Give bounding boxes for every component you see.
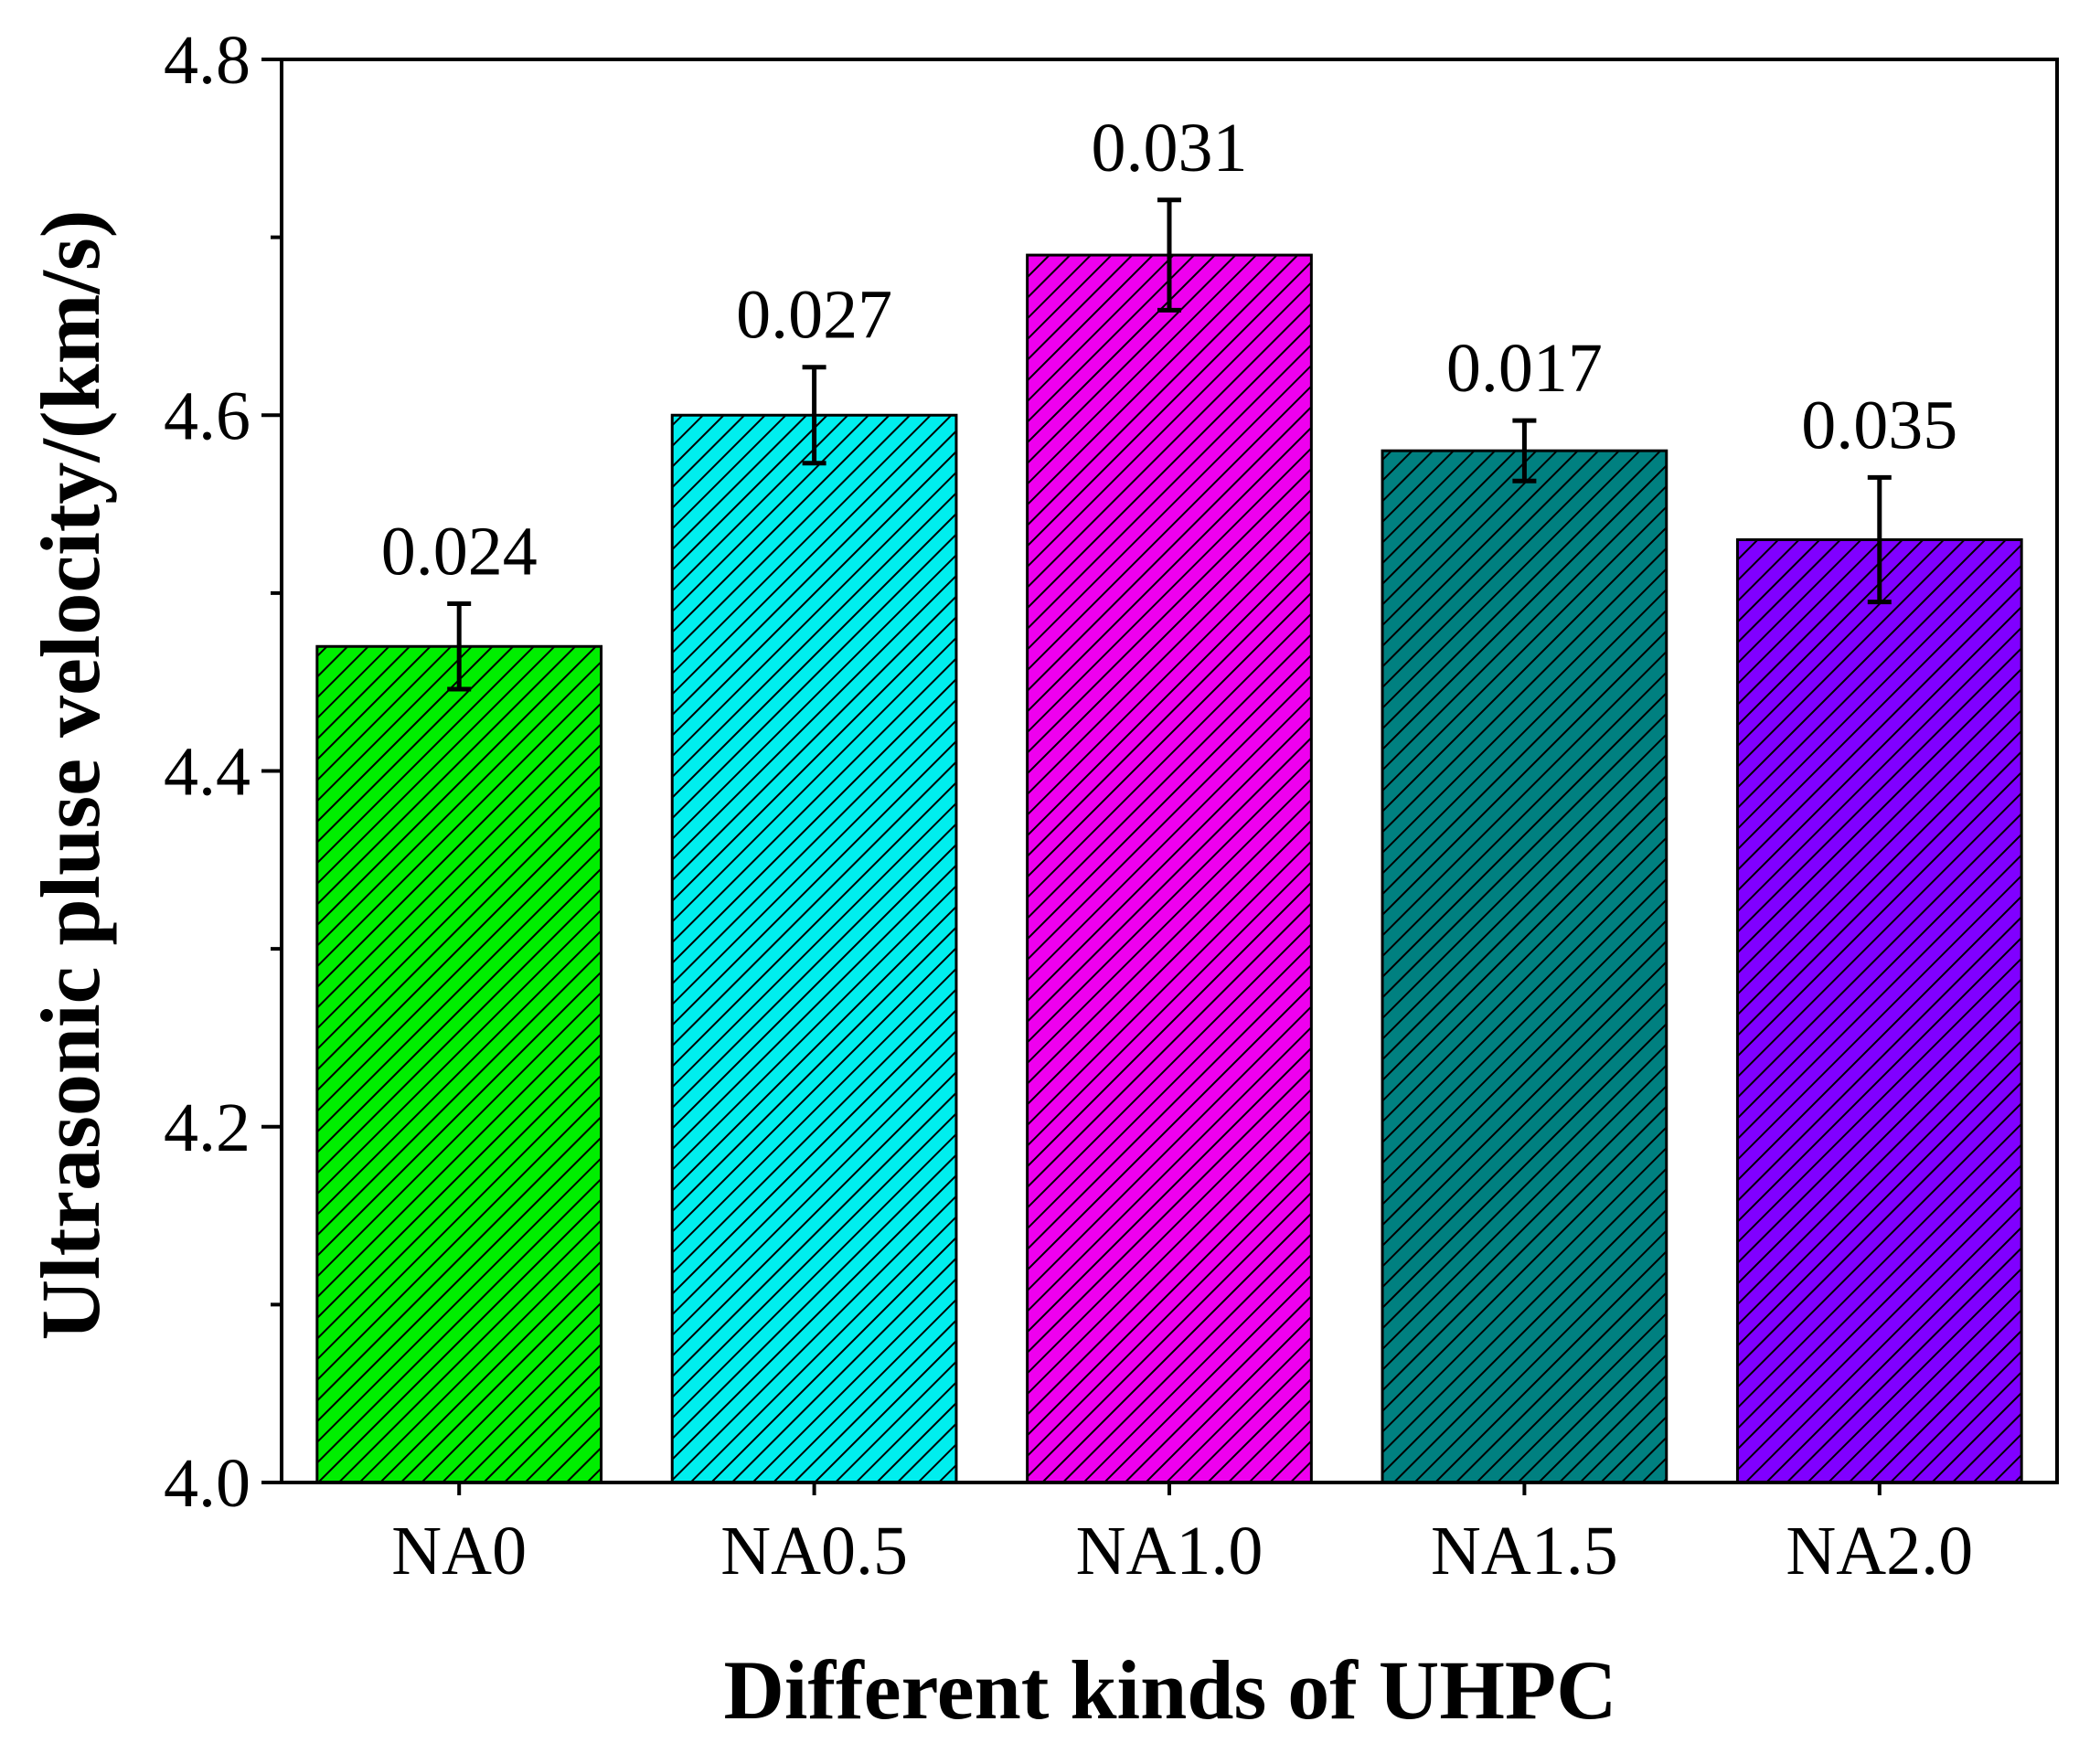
error-bars-layer [447,197,1892,692]
error-bar-NA0.5 [802,365,826,466]
bar-NA0 [315,644,603,1484]
data-labels-layer: 0.024 0.027 0.031 0.017 0.035 [381,110,1958,590]
y-tick-label: 4.8 [164,22,251,99]
y-tick-label: 4.0 [164,1445,251,1522]
data-label-NA0: 0.024 [381,514,538,590]
x-axis-title: Different kinds of UHPC [723,1643,1616,1737]
data-label-NA1.5: 0.017 [1446,330,1603,407]
error-bar-NA0 [447,601,472,692]
bar-NA1.5 [1381,449,1669,1484]
error-bar-NA1.0 [1157,197,1181,313]
bar-NA2.0 [1735,537,2023,1484]
error-bar-NA1.5 [1512,418,1537,484]
data-label-NA1.0: 0.031 [1092,110,1248,186]
error-bar-NA2.0 [1867,474,1892,605]
y-tick-label: 4.4 [164,734,251,811]
x-tick-label-NA1.5: NA1.5 [1431,1513,1618,1589]
y-tick-label: 4.2 [164,1089,251,1166]
y-tick-label: 4.6 [164,377,251,454]
x-tick-label-NA0: NA0 [391,1513,527,1589]
bar-NA0.5 [670,413,958,1484]
x-tick-label-NA2.0: NA2.0 [1786,1513,1973,1589]
data-label-NA2.0: 0.035 [1801,387,1957,463]
x-tick-label-NA1.0: NA1.0 [1076,1513,1263,1589]
bar-NA1.0 [1026,253,1313,1484]
y-axis-title: Ultrasonic pluse velocity/(km/s) [24,210,117,1341]
x-tick-label-NA0.5: NA0.5 [720,1513,908,1589]
axes-layer: NA0 NA0.5 NA1.0 NA1.5 NA2.0 4.0 4.2 4.4 4.6 4.8 [164,22,2059,1589]
data-label-NA0.5: 0.027 [736,277,892,354]
bars-layer [315,253,2023,1484]
